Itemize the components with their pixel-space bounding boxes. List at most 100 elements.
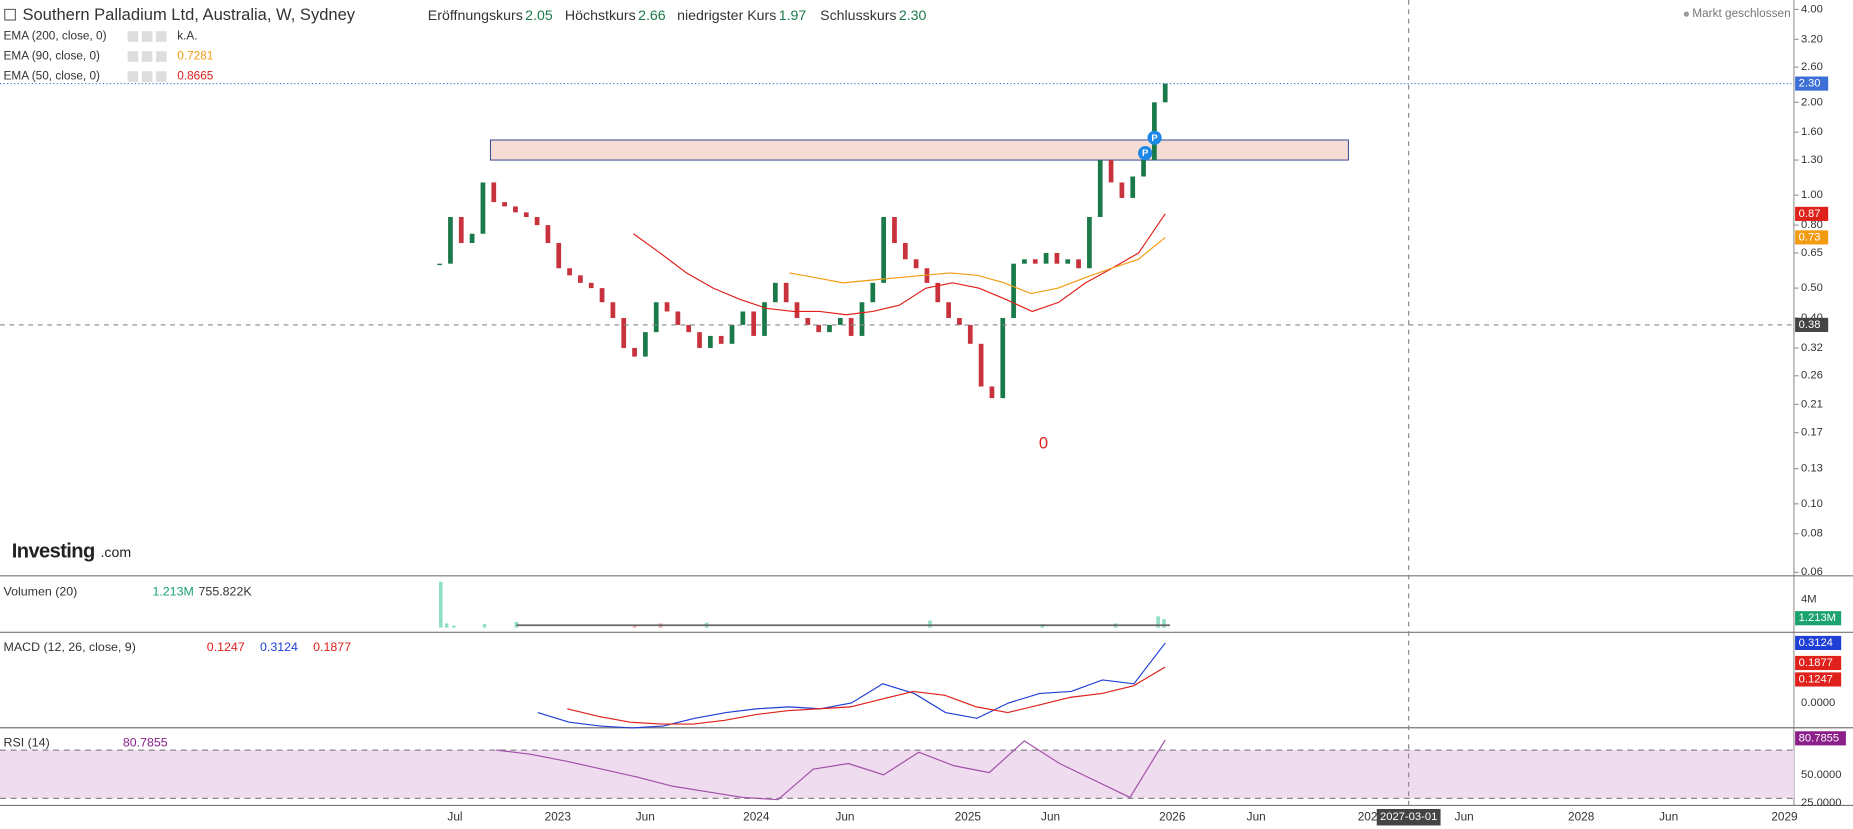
y-tick-label: 1.30 [1801,154,1823,166]
candle [772,282,778,303]
macd-hist: 0.1247 [207,640,245,654]
candle [1108,160,1114,183]
candle [935,282,941,303]
signal-label: P [1151,132,1157,143]
candle [751,311,757,336]
volume-tick-label: 4M [1801,593,1817,605]
price-marker [1795,206,1829,221]
macd-name: MACD (12, 26, close, 9) [4,640,136,654]
candle [783,282,789,303]
volume-bar [632,624,637,628]
logo-suffix: .com [100,544,131,560]
candle [870,282,876,303]
candle [816,324,822,333]
y-tick-label: 3.20 [1801,33,1823,45]
candle [632,347,637,357]
macd-value: 0.3124 [260,640,298,654]
indicator-icon[interactable] [141,31,153,42]
indicator-icon[interactable] [127,51,139,62]
candle [1119,182,1125,198]
y-tick-label: 0.17 [1801,427,1823,439]
signal-dot [1138,146,1153,161]
macd-marker-label: 0.1877 [1799,657,1833,669]
y-tick-label: 0.06 [1801,566,1823,578]
y-tick-label: 0.08 [1801,528,1823,540]
x-tick-label: 2025 [955,810,982,823]
indicator-icon[interactable] [141,71,153,82]
candle [448,217,453,264]
candle [707,335,713,348]
candle [794,302,800,319]
candle [523,212,529,218]
candle [1087,217,1092,269]
candle [740,311,746,325]
candle [1162,83,1168,103]
rsi-name: RSI (14) [4,735,50,749]
candle [643,332,648,357]
macd-signal-line [567,666,1166,725]
x-tick-label: 2024 [743,810,770,823]
x-tick-label: 2023 [545,810,572,823]
candle [1097,160,1103,218]
y-tick-label: 0.10 [1801,498,1823,510]
rsi-last: 80.7855 [123,735,168,749]
ema-line [633,213,1166,316]
ohlc-label: Schlusskurs [820,7,896,23]
y-tick-label: 0.32 [1801,342,1823,354]
candle [762,302,767,336]
indicator-icon[interactable] [155,71,167,82]
price-marker [1795,230,1829,245]
candle [513,206,518,213]
x-tick-label: 2026 [1159,810,1186,823]
candle [848,318,854,336]
rsi-line [496,739,1166,801]
collapse-icon[interactable] [4,8,16,21]
price-marker [1795,76,1829,91]
signal-dot [1147,130,1162,145]
indicator-icon[interactable] [127,31,139,42]
y-tick-label: 4.00 [1801,3,1823,15]
volume-last: 1.213M [152,585,193,599]
price-marker-label: 0.38 [1799,319,1821,331]
candle [567,268,572,276]
candle [437,263,442,266]
crosshair-label-bg [1376,808,1441,826]
y-tick-label: 0.65 [1801,247,1823,259]
candle [1022,259,1027,264]
x-tick-label: Jun [1041,810,1060,823]
x-tick-label: Jun [1247,810,1266,823]
indicator-icon[interactable] [141,51,153,62]
x-tick-label: Jul [447,810,462,823]
candle [545,225,551,244]
macd-marker [1795,672,1842,687]
indicator-icon[interactable] [155,51,167,62]
candle [458,217,464,244]
indicator-icon[interactable] [127,71,139,82]
indicator-name: EMA (90, close, 0) [4,50,100,63]
candle [686,324,692,333]
candle [1130,176,1136,198]
ohlc-value: 1.97 [779,7,807,23]
indicator-icon[interactable] [155,31,167,42]
macd-line [537,642,1166,729]
status-dot [1683,11,1689,17]
candle [1054,252,1060,264]
ohlc-label: Höchstkurs [565,7,636,23]
price-marker [1795,317,1829,332]
chart-title: Southern Palladium Ltd, Australia, W, Sy… [22,6,355,24]
ohlc-label: Eröffnungskurs [428,7,523,23]
candle [653,302,659,333]
volume-bar [482,624,487,628]
volume-bar [928,620,932,628]
candle [1076,259,1081,269]
rsi-marker-label: 80.7855 [1799,732,1840,744]
volume-marker-label: 1.213M [1799,612,1836,624]
candle [588,282,594,289]
ohlc-value: 2.30 [899,7,927,23]
indicator-value: 0.8665 [177,70,214,83]
volume-bar [444,623,449,628]
candle [805,318,811,325]
candle [621,318,627,348]
y-tick-label: 2.60 [1801,61,1823,73]
